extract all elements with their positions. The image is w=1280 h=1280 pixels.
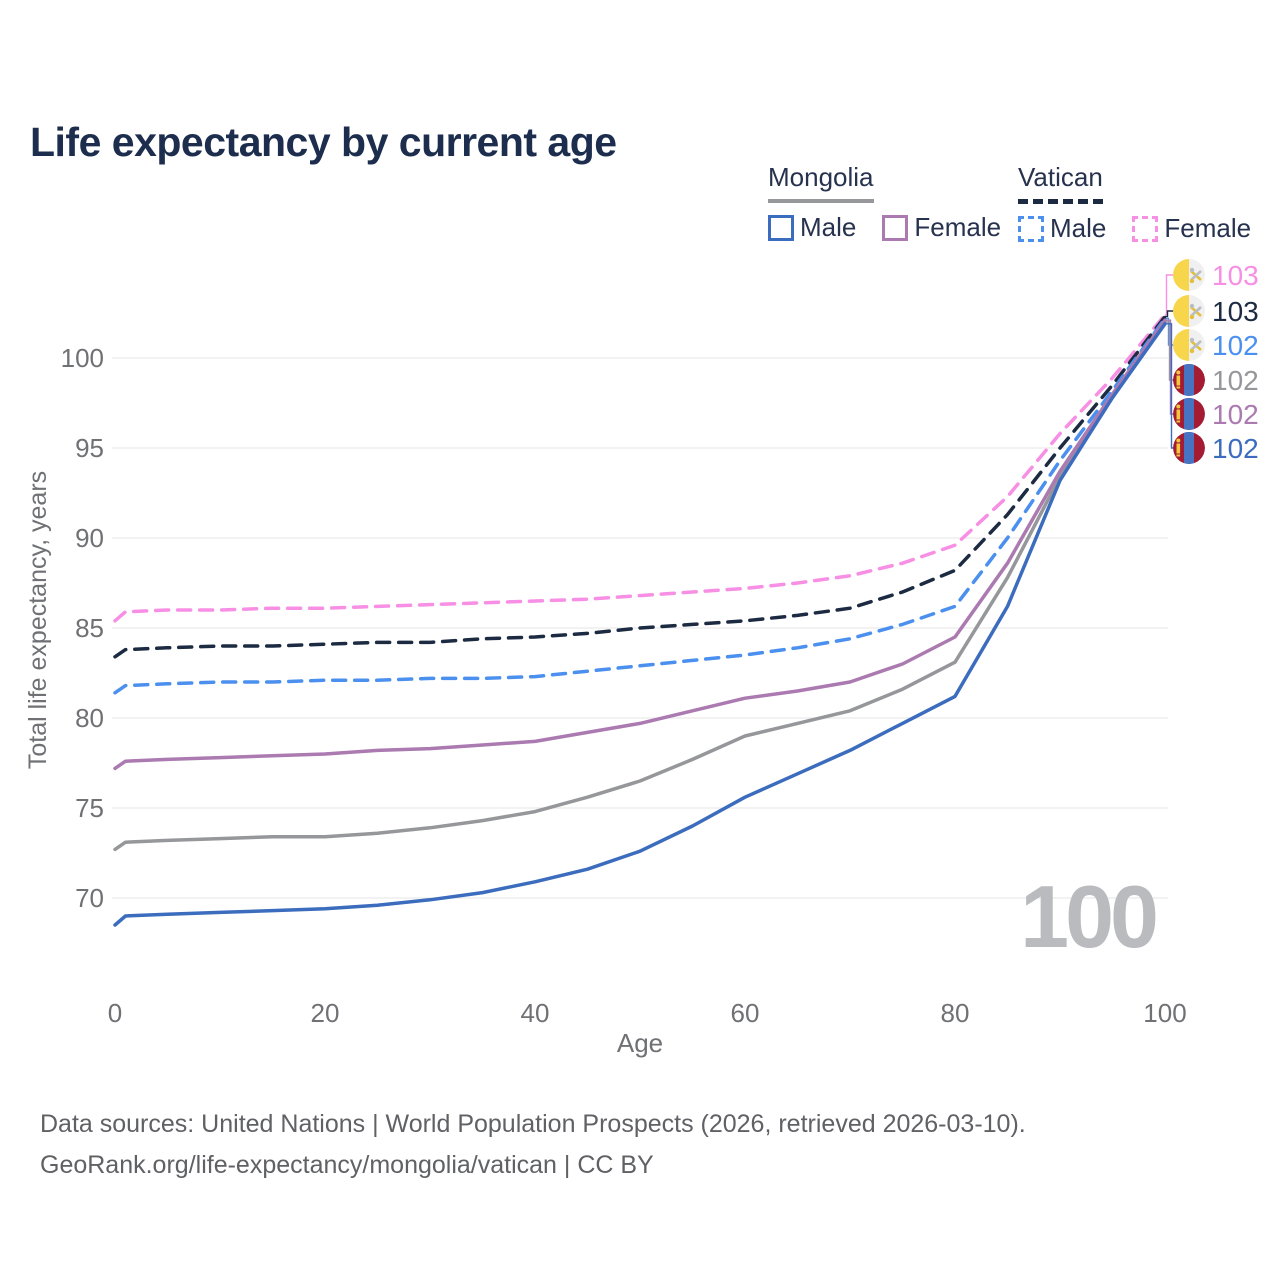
leader-line-mongolia-male — [1165, 323, 1174, 449]
x-tick-0: 0 — [108, 998, 122, 1028]
legend-label: Male — [800, 212, 857, 242]
leader-line-mongolia-both-sexes — [1165, 321, 1174, 381]
mongolia-female-swatch-icon — [882, 214, 909, 241]
mongolia-flag-icon — [1173, 398, 1205, 430]
legend-group-mongolia: Mongolia Male Female — [768, 162, 1001, 243]
y-tick-70: 70 — [75, 883, 104, 913]
x-tick-60: 60 — [731, 998, 760, 1028]
vatican-flag-icon — [1173, 259, 1205, 291]
end-value-label-mongolia-female: 102 — [1212, 399, 1259, 430]
series-line-vatican-male — [113, 316, 1167, 695]
x-tick-100: 100 — [1143, 998, 1186, 1028]
age-watermark: 100 — [1020, 867, 1156, 966]
x-axis-title: Age — [617, 1028, 663, 1058]
legend-item-vatican-female[interactable]: Female — [1132, 213, 1251, 244]
leader-line-mongolia-female — [1165, 319, 1174, 415]
series-line-mongolia-both-sexes — [113, 320, 1167, 852]
end-value-label-mongolia-both-sexes: 102 — [1212, 365, 1259, 396]
y-tick-100: 100 — [61, 343, 104, 373]
y-axis-title: Total life expectancy, years — [24, 471, 52, 769]
x-tick-40: 40 — [521, 998, 550, 1028]
legend-label: Male — [1050, 213, 1107, 243]
legend-item-vatican-male[interactable]: Male — [1018, 213, 1106, 244]
y-tick-85: 85 — [75, 613, 104, 643]
vatican-flag-icon — [1173, 329, 1205, 361]
mongolia-male-swatch-icon — [768, 214, 794, 241]
source-line-2: GeoRank.org/life-expectancy/mongolia/vat… — [40, 1151, 654, 1179]
legend-country-mongolia[interactable]: Mongolia — [768, 162, 874, 203]
legend-item-mongolia-male[interactable]: Male — [768, 212, 856, 243]
legend-label: Female — [914, 212, 1002, 242]
series-line-mongolia-female — [113, 318, 1167, 771]
legend-label: Female — [1164, 213, 1252, 243]
series-line-vatican-female — [113, 313, 1167, 623]
mongolia-flag-icon — [1173, 432, 1205, 464]
x-tick-20: 20 — [311, 998, 340, 1028]
series-line-vatican-both-sexes — [113, 314, 1167, 659]
data-sources: Data sources: United Nations | World Pop… — [40, 1104, 1026, 1186]
leader-line-vatican-female — [1165, 274, 1174, 316]
mongolia-flag-icon — [1173, 364, 1205, 396]
source-line-1: Data sources: United Nations | World Pop… — [40, 1110, 1026, 1138]
legend-item-mongolia-female[interactable]: Female — [882, 212, 1001, 243]
vatican-male-swatch-icon — [1018, 215, 1044, 242]
legend-group-vatican: Vatican Male Female — [1018, 162, 1251, 244]
y-tick-90: 90 — [75, 523, 104, 553]
vatican-female-swatch-icon — [1132, 215, 1159, 242]
x-tick-80: 80 — [941, 998, 970, 1028]
end-value-label-vatican-male: 102 — [1212, 330, 1259, 361]
vatican-flag-icon — [1173, 295, 1205, 327]
end-value-label-vatican-female: 103 — [1212, 260, 1259, 291]
end-value-label-vatican-both-sexes: 103 — [1212, 296, 1259, 327]
y-tick-95: 95 — [75, 433, 104, 463]
y-tick-75: 75 — [75, 793, 104, 823]
legend-country-vatican[interactable]: Vatican — [1018, 162, 1103, 204]
page-title: Life expectancy by current age — [30, 119, 617, 166]
series-line-mongolia-male — [113, 322, 1167, 927]
leader-line-vatican-both-sexes — [1165, 310, 1174, 318]
y-tick-80: 80 — [75, 703, 104, 733]
end-value-label-mongolia-male: 102 — [1212, 433, 1259, 464]
